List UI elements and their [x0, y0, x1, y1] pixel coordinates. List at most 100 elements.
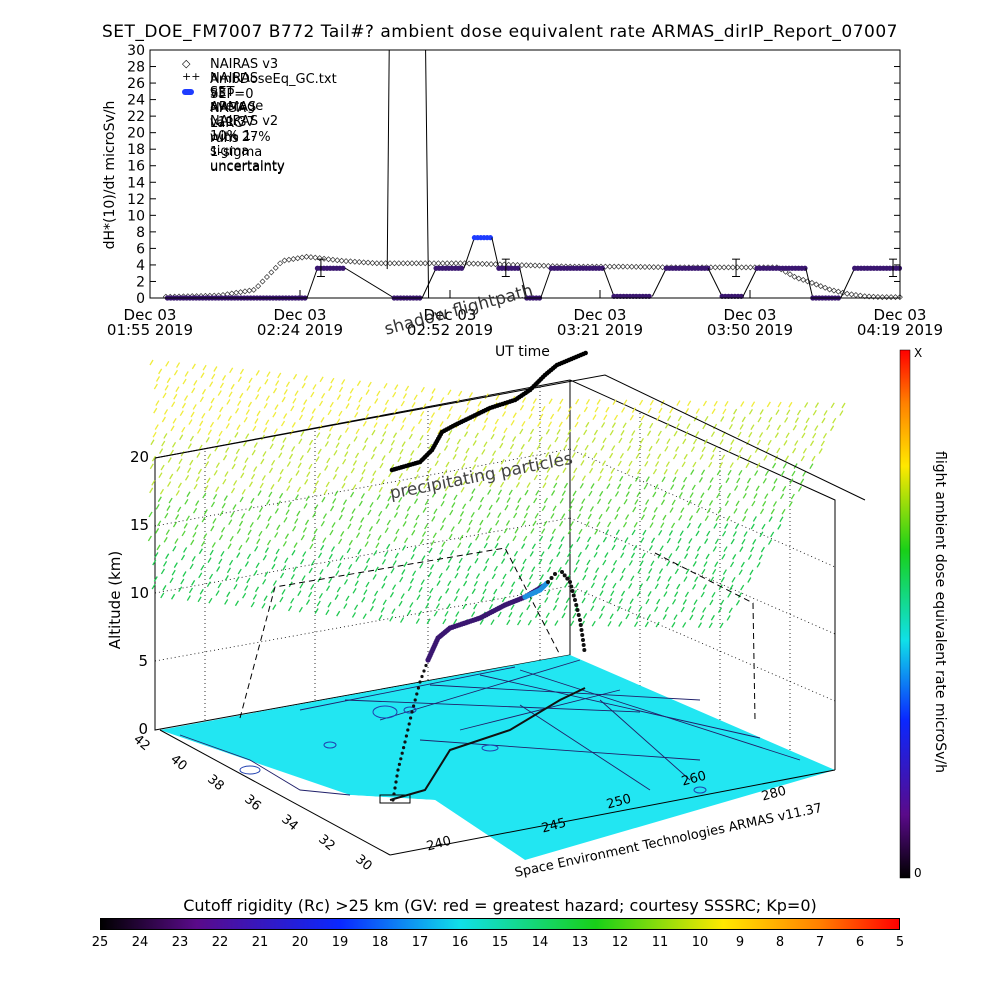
- flight-path-point: [578, 618, 582, 622]
- particle-mark: [771, 485, 776, 492]
- particle-mark: [155, 400, 160, 406]
- particle-mark: [762, 500, 767, 507]
- particle-mark: [794, 417, 799, 423]
- particle-mark: [658, 529, 663, 536]
- y-tick-label: 8: [136, 225, 145, 241]
- particle-mark: [452, 454, 457, 460]
- particle-mark: [493, 588, 498, 595]
- particle-mark: [219, 382, 224, 389]
- particle-mark: [683, 476, 688, 483]
- particle-mark: [352, 460, 357, 466]
- rigidity-tick-label: 16: [451, 935, 469, 950]
- flight-path-point: [404, 734, 408, 738]
- particle-mark: [759, 432, 764, 438]
- particle-mark: [689, 492, 694, 498]
- particle-mark: [551, 490, 556, 496]
- particle-mark: [155, 503, 160, 510]
- particle-mark: [686, 423, 691, 430]
- particle-mark: [562, 467, 567, 474]
- particle-mark: [324, 465, 329, 471]
- particle-mark: [299, 582, 304, 589]
- particle-mark: [823, 410, 828, 416]
- rigidity-tick-label: 10: [691, 935, 709, 950]
- particle-mark: [609, 613, 614, 620]
- particle-mark: [489, 457, 495, 464]
- particle-mark: [583, 613, 588, 619]
- particle-mark: [219, 510, 224, 517]
- particle-mark: [708, 622, 713, 629]
- particle-mark: [475, 573, 481, 579]
- particle-mark: [488, 504, 493, 511]
- particle-mark: [559, 398, 564, 405]
- particle-mark: [443, 445, 449, 451]
- particle-mark: [404, 537, 409, 544]
- nairas-diamond-point: [470, 260, 477, 267]
- particle-mark: [386, 543, 391, 550]
- particle-mark: [582, 452, 587, 459]
- particle-mark: [330, 546, 335, 552]
- particle-mark: [812, 409, 817, 416]
- particle-mark: [332, 498, 337, 504]
- particle-mark: [702, 607, 707, 613]
- flight-path-point: [546, 580, 550, 584]
- particle-mark: [739, 424, 744, 430]
- particle-mark: [756, 561, 761, 568]
- particle-mark: [388, 471, 393, 478]
- flight-path: [389, 350, 588, 802]
- flight-path-point: [570, 589, 575, 593]
- particle-mark: [304, 479, 309, 485]
- particle-mark: [212, 518, 217, 524]
- particle-mark: [729, 584, 734, 591]
- particle-mark: [419, 538, 424, 545]
- particle-mark: [459, 534, 464, 541]
- nairas-diamond-point: [874, 293, 881, 300]
- particle-mark: [316, 432, 321, 438]
- particle-mark: [543, 497, 548, 504]
- particle-mark: [780, 470, 785, 477]
- particle-mark: [617, 483, 622, 490]
- particle-mark: [440, 500, 445, 507]
- y-tick-label: 24: [127, 93, 145, 109]
- flight-path-point: [406, 728, 410, 732]
- particle-mark: [235, 448, 240, 455]
- particle-mark: [450, 549, 455, 556]
- particle-mark: [416, 594, 421, 601]
- particle-mark: [724, 400, 729, 407]
- particle-mark: [645, 598, 650, 605]
- particle-mark: [445, 461, 450, 468]
- particle-mark: [296, 510, 301, 517]
- particle-mark: [371, 598, 377, 604]
- legend-label: SET ARMAS v11.37 with 27% 1-sigma uncert…: [210, 85, 285, 175]
- particle-mark: [175, 386, 180, 392]
- particle-mark: [267, 515, 272, 522]
- particle-mark: [640, 537, 645, 544]
- particle-mark: [417, 442, 422, 449]
- flight-path-point: [571, 593, 576, 598]
- particle-mark: [698, 499, 703, 506]
- particle-mark: [682, 438, 687, 445]
- particle-mark: [320, 544, 325, 551]
- particle-mark: [405, 489, 410, 496]
- particle-mark: [335, 442, 340, 449]
- particle-mark: [574, 421, 579, 428]
- plus-icon: ++: [182, 70, 201, 83]
- particle-mark: [191, 387, 196, 394]
- particle-mark: [529, 451, 534, 458]
- particle-mark: [521, 543, 526, 549]
- particle-mark: [564, 459, 569, 466]
- particle-mark: [830, 402, 835, 409]
- particle-mark: [532, 398, 537, 404]
- particle-mark: [245, 433, 250, 439]
- particle-mark: [608, 475, 613, 482]
- particle-mark: [558, 421, 563, 428]
- particle-mark: [288, 453, 294, 460]
- particle-mark: [577, 551, 582, 558]
- particle-mark: [793, 463, 798, 469]
- particle-mark: [712, 546, 717, 552]
- particle-mark: [169, 577, 174, 584]
- particle-mark: [669, 507, 674, 513]
- particle-mark: [664, 606, 669, 613]
- particle-mark: [393, 408, 398, 415]
- particle-mark: [485, 535, 490, 541]
- particle-mark: [601, 582, 606, 589]
